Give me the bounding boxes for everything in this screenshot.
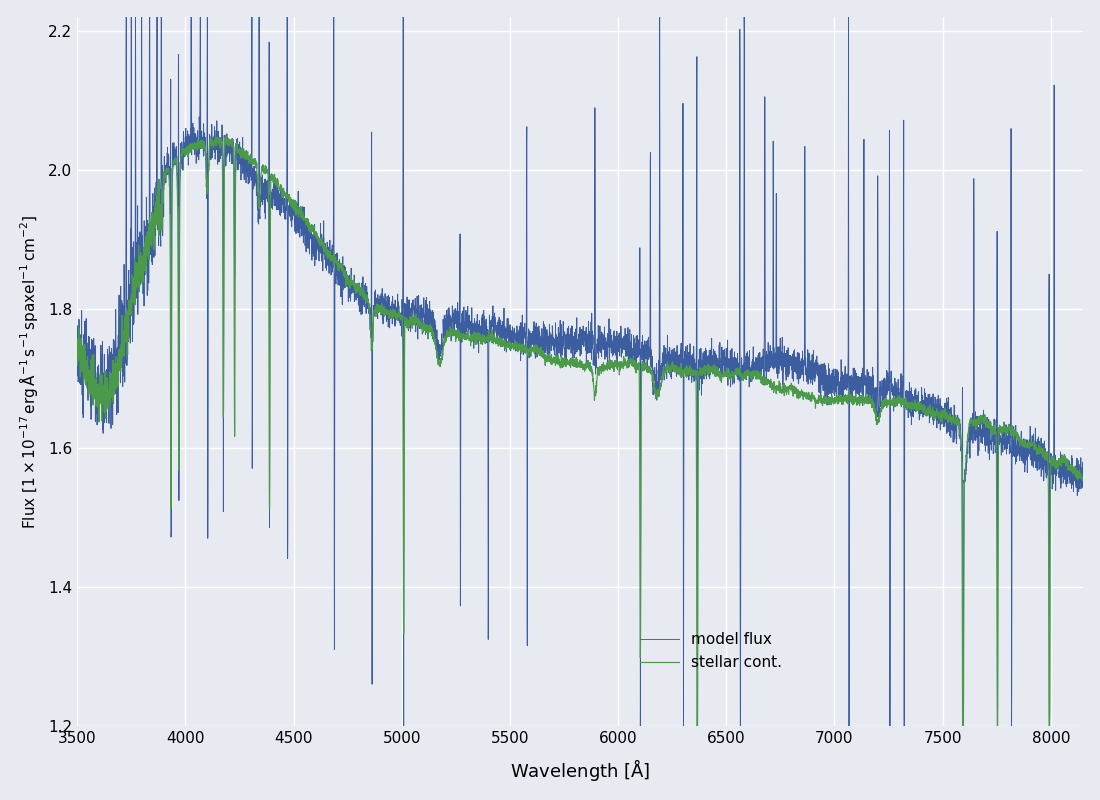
stellar cont. (315, 241, 328, 250)
Line: model flux: model flux (77, 17, 1084, 726)
stellar cont. (305, 223, 318, 233)
stellar cont. (70, 350, 84, 360)
stellar cont. (219, 130, 232, 140)
stellar cont. (1077, 473, 1090, 482)
stellar cont. (310, 228, 323, 238)
model flux (120, 12, 133, 22)
model flux (305, 230, 318, 240)
stellar cont. (521, 351, 535, 361)
Line: stellar cont.: stellar cont. (77, 135, 1084, 726)
stellar cont. (450, 327, 463, 337)
model flux (1069, 466, 1082, 476)
model flux (1077, 476, 1090, 486)
model flux (450, 322, 463, 332)
stellar cont. (691, 722, 704, 731)
Legend: model flux, stellar cont.: model flux, stellar cont. (635, 626, 788, 676)
stellar cont. (1069, 463, 1082, 473)
X-axis label: Wavelength [$\rm\AA$]: Wavelength [$\rm\AA$] (510, 758, 650, 783)
model flux (521, 331, 535, 341)
Y-axis label: Flux $[1\times10^{-17}\,\rm erg\,\AA^{-1}\,s^{-1}\,spaxel^{-1}\,cm^{-2}]$: Flux $[1\times10^{-17}\,\rm erg\,\AA^{-1… (16, 214, 40, 529)
model flux (310, 234, 323, 243)
model flux (397, 722, 410, 731)
model flux (315, 247, 328, 257)
model flux (70, 337, 84, 346)
